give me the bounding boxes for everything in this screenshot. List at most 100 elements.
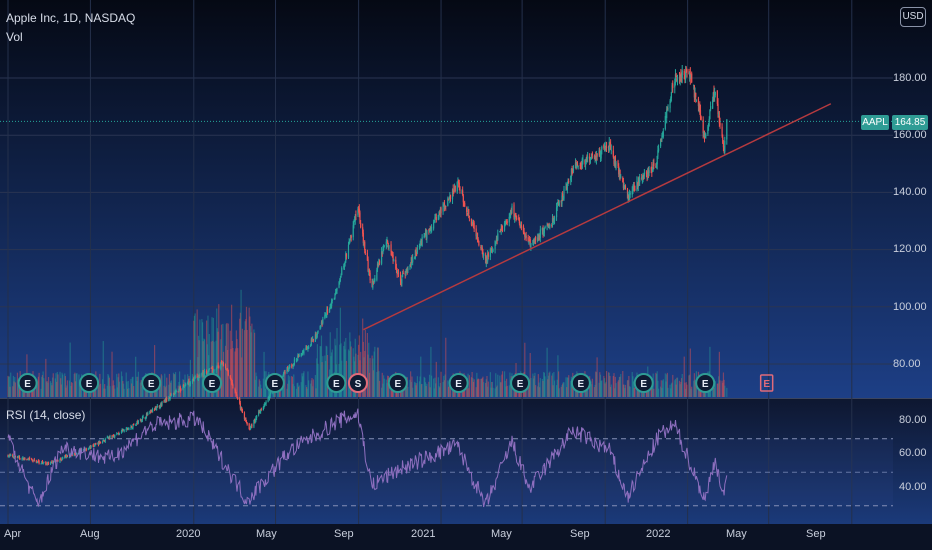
candle-up xyxy=(405,271,407,275)
candle-down xyxy=(557,204,560,206)
volume-bar xyxy=(447,380,449,397)
volume-bar xyxy=(321,362,323,397)
candle-up xyxy=(581,159,583,169)
candle-down xyxy=(686,69,688,73)
candle-up xyxy=(61,458,63,461)
candle-down xyxy=(655,166,657,168)
support-trendline xyxy=(363,103,832,331)
candle-down xyxy=(253,419,256,422)
candle-down xyxy=(168,397,171,399)
volume-bar xyxy=(383,375,385,397)
candle-down xyxy=(487,253,489,257)
volume-bar xyxy=(37,376,40,397)
candle-up xyxy=(310,345,312,347)
volume-bar xyxy=(425,386,427,397)
volume-bar xyxy=(407,386,409,397)
volume-bar xyxy=(108,375,110,397)
candle-up xyxy=(671,85,673,92)
volume-indicator-label[interactable]: Vol xyxy=(6,30,23,44)
volume-bar xyxy=(259,380,261,397)
volume-bar xyxy=(79,383,81,397)
volume-bar xyxy=(211,317,213,397)
candle-down xyxy=(580,164,583,168)
volume-bar xyxy=(251,323,253,397)
volume-bar xyxy=(45,381,48,397)
volume-bar xyxy=(541,378,543,397)
candle-up xyxy=(258,411,260,415)
volume-bar xyxy=(153,345,156,397)
volume-bar xyxy=(411,376,413,397)
candle-down xyxy=(12,455,14,457)
earnings-marker xyxy=(448,373,469,393)
currency-button[interactable]: USD xyxy=(900,7,926,27)
candle-up xyxy=(263,405,265,407)
volume-bar xyxy=(57,374,59,397)
candle-down xyxy=(188,380,190,385)
volume-bar xyxy=(284,372,286,397)
volume-bar xyxy=(344,349,346,397)
volume-bar xyxy=(232,348,234,397)
candle-up xyxy=(599,156,602,158)
candle-down xyxy=(33,459,35,461)
candle-up xyxy=(303,350,305,354)
volume-bar xyxy=(97,378,99,397)
volume-bar xyxy=(532,373,534,397)
candle-down xyxy=(231,381,233,383)
candle-up xyxy=(268,396,271,399)
candle-down xyxy=(425,232,427,238)
volume-bar xyxy=(316,358,318,397)
rsi-indicator-label[interactable]: RSI (14, close) xyxy=(6,408,86,422)
volume-bar xyxy=(670,388,672,397)
candle-up xyxy=(453,185,456,191)
volume-bar xyxy=(480,378,483,397)
candle-up xyxy=(127,428,129,430)
candle-up xyxy=(418,246,421,248)
volume-bar xyxy=(612,375,614,397)
candle-up xyxy=(561,195,563,205)
candle-down xyxy=(231,382,233,385)
candle-up xyxy=(175,390,177,392)
candle-up xyxy=(220,363,222,369)
candle-up xyxy=(310,339,312,346)
volume-bar xyxy=(136,380,138,397)
candle-up xyxy=(437,214,439,221)
volume-bar xyxy=(201,319,203,397)
candle-down xyxy=(721,126,723,136)
volume-bar xyxy=(435,383,437,397)
volume-bar xyxy=(724,385,726,397)
volume-bar xyxy=(268,387,271,397)
candle-up xyxy=(499,231,501,233)
candle-down xyxy=(395,259,397,269)
candle-down xyxy=(248,423,250,430)
volume-bar xyxy=(695,382,697,397)
volume-bar xyxy=(714,380,716,397)
volume-bar xyxy=(694,379,696,397)
volume-bar xyxy=(137,376,139,397)
volume-bar xyxy=(192,375,194,397)
candle-up xyxy=(591,153,593,159)
candle-down xyxy=(315,334,317,339)
candle-down xyxy=(291,365,293,367)
volume-bar xyxy=(604,383,606,397)
candle-up xyxy=(524,236,527,239)
candle-down xyxy=(633,185,635,191)
candle-down xyxy=(133,423,135,426)
volume-bar xyxy=(553,380,556,397)
volume-bar xyxy=(560,386,562,397)
candle-up xyxy=(308,346,310,349)
candle-down xyxy=(535,236,537,241)
candle-up xyxy=(414,257,416,259)
candle-down xyxy=(575,162,577,166)
candle-down xyxy=(579,164,581,166)
candle-up xyxy=(244,417,246,420)
candle-up xyxy=(363,242,365,244)
candle-down xyxy=(326,309,329,314)
volume-bar xyxy=(201,322,204,397)
candle-down xyxy=(206,371,208,375)
candle-down xyxy=(468,215,471,218)
volume-bar xyxy=(312,386,314,397)
volume-bar xyxy=(324,360,327,397)
candle-down xyxy=(35,460,37,463)
candle-up xyxy=(544,226,546,229)
